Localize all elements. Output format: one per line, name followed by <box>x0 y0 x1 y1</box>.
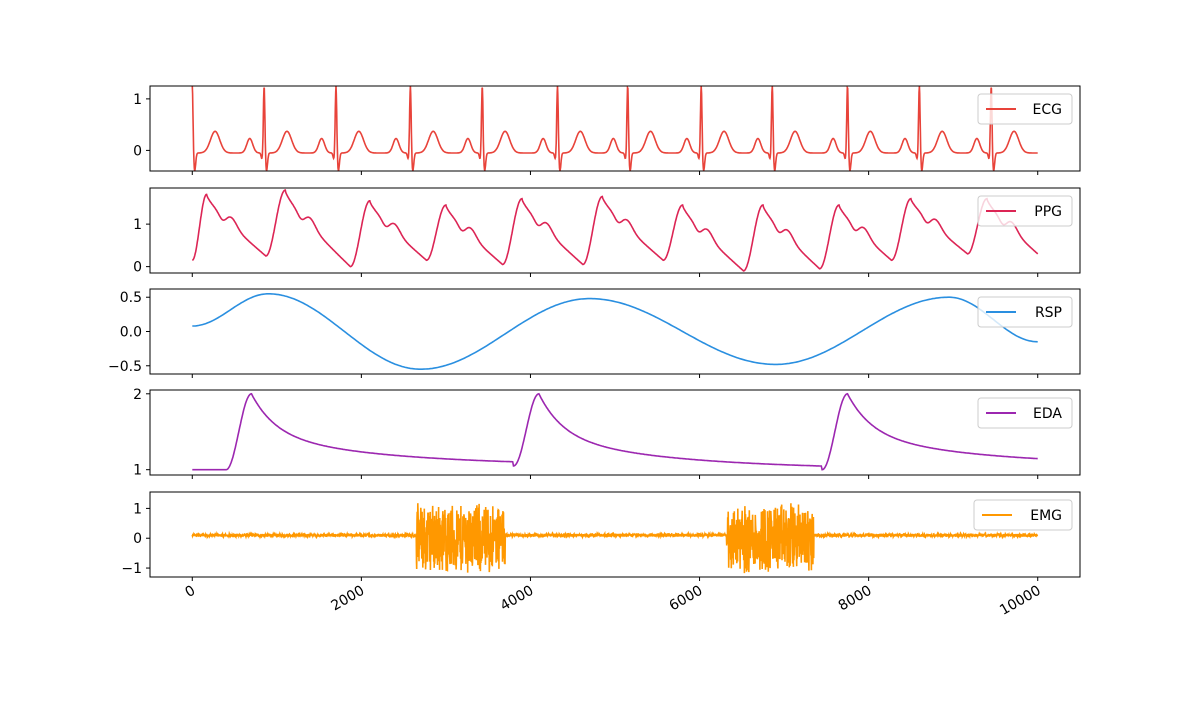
x-tick-label: 8000 <box>836 583 875 615</box>
emg-ytick-label: 1 <box>133 501 142 517</box>
eda-legend-label: EDA <box>1033 406 1062 422</box>
emg-legend-label: EMG <box>1030 508 1062 524</box>
ppg-ytick-label: 0 <box>133 260 142 276</box>
ecg-legend-label: ECG <box>1033 102 1062 118</box>
rsp-legend-label: RSP <box>1035 305 1062 321</box>
x-tick-label: 2000 <box>328 583 367 615</box>
emg-series-line <box>191 503 1039 574</box>
rsp-ytick-label: −0.5 <box>108 359 142 375</box>
rsp-series-line <box>192 293 1038 370</box>
ecg-legend: ECG <box>977 93 1073 125</box>
ecg-legend-box <box>977 93 1073 125</box>
x-tick-label: 0 <box>183 583 199 601</box>
ppg-ytick-label: 1 <box>133 217 142 233</box>
eda-legend-box <box>977 397 1073 429</box>
panels: 0 1 ECG 0 1 PPG −0.5 0.0 0.5 RSP 1 2 EDA −1 0 1 EMG 0 2000… <box>108 85 1081 619</box>
panel-emg: −1 0 1 EMG <box>121 491 1081 581</box>
rsp-legend-box <box>977 296 1073 328</box>
panel-rsp: −0.5 0.0 0.5 RSP <box>108 288 1081 378</box>
eda-ytick-label: 2 <box>133 387 142 403</box>
eda-series-line <box>192 392 1038 471</box>
emg-legend: EMG <box>973 499 1073 531</box>
ppg-legend: PPG <box>977 195 1073 227</box>
rsp-ytick-label: 0.0 <box>120 325 142 341</box>
ppg-legend-label: PPG <box>1034 204 1062 220</box>
emg-legend-box <box>973 499 1073 531</box>
emg-ytick-label: 0 <box>133 531 142 547</box>
emg-axes-frame <box>149 491 1081 578</box>
panel-eda: 1 2 EDA <box>133 387 1081 479</box>
x-tick-label: 4000 <box>498 583 537 615</box>
ecg-axes-frame <box>149 85 1081 172</box>
ppg-legend-box <box>977 195 1073 227</box>
ecg-ytick-label: 1 <box>133 92 142 108</box>
eda-legend: EDA <box>977 397 1073 429</box>
rsp-ytick-label: 0.5 <box>120 290 142 306</box>
eda-ytick-label: 1 <box>133 463 142 479</box>
emg-ytick-label: −1 <box>121 561 142 577</box>
panel-ppg: 0 1 PPG <box>133 187 1081 277</box>
eda-axes-frame <box>149 389 1081 476</box>
x-tick-label: 10000 <box>997 583 1044 619</box>
ecg-ytick-label: 0 <box>133 143 142 159</box>
panel-ecg: 0 1 ECG <box>133 85 1081 175</box>
ppg-series-line <box>191 189 1039 272</box>
x-tick-label: 6000 <box>667 583 706 615</box>
ppg-axes-frame <box>149 187 1081 274</box>
ecg-series-line <box>191 86 1038 171</box>
rsp-legend: RSP <box>977 296 1073 328</box>
